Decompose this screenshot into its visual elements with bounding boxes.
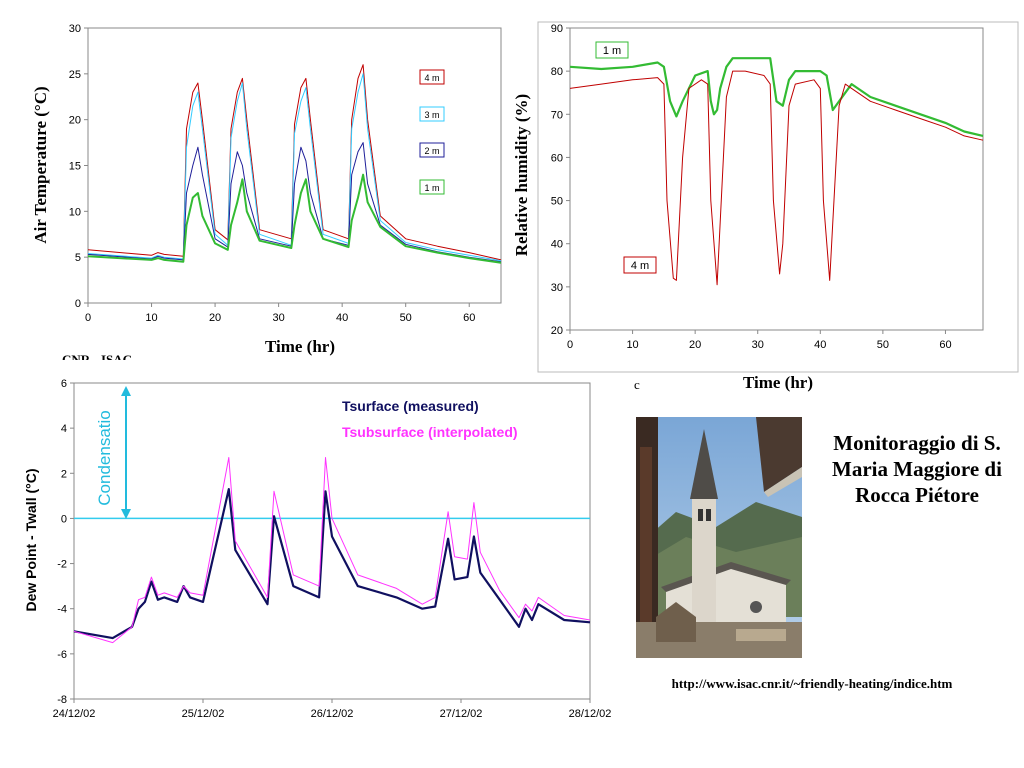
x-tick-label: 20 — [209, 312, 221, 324]
y-tick-label: 70 — [551, 109, 563, 121]
x-tick-label: 30 — [272, 312, 284, 324]
y-tick-label: 4 — [61, 423, 67, 435]
series-line-1-m — [87, 173, 502, 264]
y-tick-label: 30 — [551, 282, 563, 294]
x-tick-label: 27/12/02 — [440, 708, 483, 720]
legend: 4 m 3 m 2 m 1 m — [419, 69, 445, 195]
condensation-label: Condensatio — [95, 410, 114, 505]
y-tick-label: 2 — [61, 468, 67, 480]
y-tick-label: 10 — [69, 206, 81, 218]
x-tick-label: 0 — [567, 339, 573, 351]
y-tick-label: 25 — [69, 69, 81, 81]
series-line-4-m — [87, 64, 502, 261]
y-tick-label: 0 — [75, 298, 81, 310]
chart-frame — [537, 21, 1019, 373]
condensation-arrow — [121, 386, 131, 519]
x-tick-label: 25/12/02 — [182, 708, 225, 720]
x-tick-label: 40 — [336, 312, 348, 324]
y-tick-label: -2 — [57, 559, 67, 571]
legend-label-tsurface: Tsurface (measured) — [342, 398, 479, 414]
legend-label-tsubsurface: Tsubsurface (interpolated) — [342, 424, 518, 440]
y-tick-label: 40 — [551, 239, 563, 251]
x-tick-label: 60 — [463, 312, 475, 324]
legend-label-4m: 4 m — [424, 73, 439, 83]
y-tick-label: 60 — [551, 152, 563, 164]
y-tick-label: 90 — [551, 23, 563, 35]
legend-label-2m: 2 m — [424, 146, 439, 156]
source-url[interactable]: http://www.isac.cnr.it/~friendly-heating… — [671, 676, 953, 691]
y-axis-label: Relative humidity (%) — [512, 94, 531, 256]
series-line-4-m — [569, 70, 984, 286]
x-tick-label: 60 — [939, 339, 951, 351]
plot-area — [569, 27, 984, 331]
y-tick-label: 80 — [551, 66, 563, 78]
series-line-3-m — [87, 73, 502, 262]
legend-label-4m: 4 m — [631, 260, 649, 272]
x-tick-label: 28/12/02 — [569, 708, 612, 720]
x-axis-label: Time (hr) — [743, 373, 813, 392]
x-tick-label: 50 — [400, 312, 412, 324]
x-tick-label: 0 — [85, 312, 91, 324]
y-tick-label: -6 — [57, 649, 67, 661]
church-photo-icon — [636, 417, 802, 658]
y-tick-label: -4 — [57, 604, 67, 616]
relative-humidity-chart: 20 30 40 50 60 70 80 90 0 10 20 30 40 50 60 Relative h… — [512, 21, 1019, 392]
x-tick-label: 10 — [145, 312, 157, 324]
series-line-2-m — [87, 142, 502, 263]
x-tick-label: 26/12/02 — [311, 708, 354, 720]
legend-label-1m: 1 m — [603, 45, 621, 57]
x-tick-label: 30 — [752, 339, 764, 351]
air-temperature-chart: 0 5 10 15 20 25 30 0 10 20 30 40 50 60 Air Temperatur… — [31, 23, 502, 367]
y-tick-label: 15 — [69, 161, 81, 173]
legend-label-1m: 1 m — [424, 183, 439, 193]
series-line-1-m — [569, 57, 984, 137]
x-axis-label: Time (hr) — [265, 337, 335, 356]
x-tick-label: 50 — [877, 339, 889, 351]
series-line-tsubsurface-interpolated- — [73, 457, 591, 644]
cnr-isac-fragment: CNR - ISAC — [62, 352, 132, 367]
y-axis-label: Dew Point - Twall (°C) — [23, 468, 39, 611]
legend-label-3m: 3 m — [424, 110, 439, 120]
plot-area — [87, 27, 502, 304]
y-tick-label: 20 — [551, 325, 563, 337]
y-tick-label: 20 — [69, 115, 81, 127]
y-tick-label: 30 — [69, 23, 81, 35]
x-tick-label: 20 — [689, 339, 701, 351]
church-photo — [636, 417, 802, 658]
series-line-tsurface-measured- — [73, 488, 591, 640]
x-tick-label: 40 — [814, 339, 826, 351]
x-tick-label: 10 — [626, 339, 638, 351]
x-tick-label: 24/12/02 — [53, 708, 96, 720]
legend: 1 m 4 m — [595, 41, 657, 274]
y-tick-label: 50 — [551, 196, 563, 208]
stray-fragment: c — [634, 377, 640, 392]
y-axis-label: Air Temperature (°C) — [31, 86, 50, 243]
y-tick-label: 5 — [75, 252, 81, 264]
y-tick-label: -8 — [57, 694, 67, 706]
y-tick-label: 0 — [61, 513, 67, 525]
caption: Monitoraggio di S. Maria Maggiore di Roc… — [832, 431, 1002, 507]
y-tick-label: 6 — [61, 378, 67, 390]
dew-point-chart: -8 -6 -4 -2 0 2 4 6 24/12/02 25/12/02 26/12/02 27/1… — [23, 378, 611, 720]
